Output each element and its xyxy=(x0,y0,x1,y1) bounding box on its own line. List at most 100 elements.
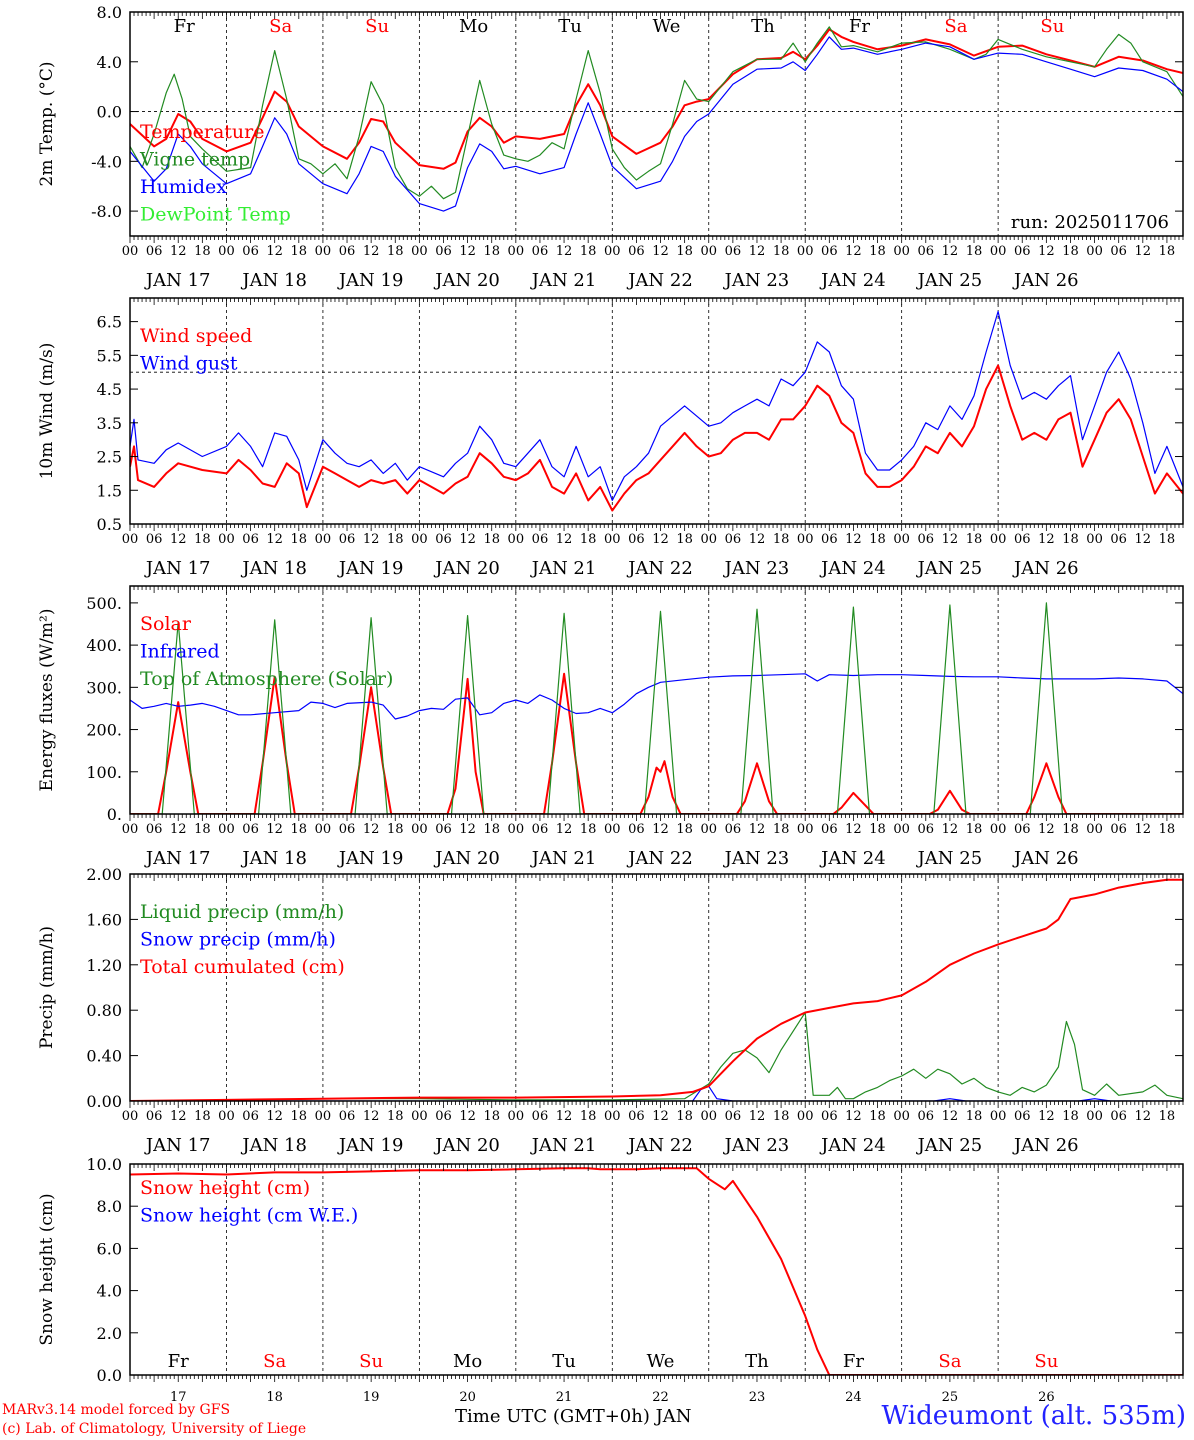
hour-tick-label: 18 xyxy=(1062,532,1079,547)
hour-tick-label: 12 xyxy=(556,822,573,837)
hour-tick-label: 06 xyxy=(1110,244,1127,259)
date-label: JAN 17 xyxy=(144,558,211,579)
hour-tick-label: 00 xyxy=(797,244,814,259)
hour-tick-label: 12 xyxy=(363,822,380,837)
day-number-label: 25 xyxy=(942,1390,959,1405)
hour-tick-label: 18 xyxy=(483,244,500,259)
weekday-label: Fr xyxy=(843,1351,864,1372)
hour-tick-label: 00 xyxy=(990,1109,1007,1124)
legend-entry: Wind gust xyxy=(140,353,238,375)
date-label: JAN 20 xyxy=(433,1135,500,1156)
hour-tick-label: 06 xyxy=(821,244,838,259)
hour-tick-label: 00 xyxy=(990,244,1007,259)
hour-tick-label: 00 xyxy=(893,532,910,547)
hour-tick-label: 00 xyxy=(218,822,235,837)
hour-tick-label: 18 xyxy=(676,822,693,837)
hour-tick-label: 06 xyxy=(146,532,163,547)
hour-tick-label: 18 xyxy=(1159,822,1176,837)
hour-tick-label: 00 xyxy=(122,532,139,547)
date-label: JAN 17 xyxy=(144,848,211,869)
weekday-label: Fr xyxy=(849,16,870,37)
y-tick-label: 5.5 xyxy=(97,346,122,365)
hour-tick-label: 00 xyxy=(990,822,1007,837)
hour-tick-label: 00 xyxy=(508,532,525,547)
date-label: JAN 22 xyxy=(626,270,693,291)
hour-tick-label: 12 xyxy=(942,1109,959,1124)
hour-tick-label: 12 xyxy=(363,532,380,547)
hour-tick-label: 00 xyxy=(990,532,1007,547)
y-tick-label: 300. xyxy=(86,678,122,697)
hour-tick-label: 12 xyxy=(170,532,187,547)
hour-tick-label: 12 xyxy=(459,822,476,837)
hour-tick-label: 12 xyxy=(845,822,862,837)
y-tick-label: 6.5 xyxy=(97,313,122,332)
date-label: JAN 17 xyxy=(144,1135,211,1156)
hour-tick-label: 18 xyxy=(194,822,211,837)
hour-tick-label: 06 xyxy=(821,822,838,837)
date-label: JAN 22 xyxy=(626,558,693,579)
hour-tick-label: 00 xyxy=(315,532,332,547)
day-number-label: 19 xyxy=(363,1390,380,1405)
y-axis-title: 2m Temp. (°C) xyxy=(37,61,57,186)
y-tick-label: 200. xyxy=(86,721,122,740)
legend-entry: Wind speed xyxy=(140,325,252,347)
hour-tick-label: 06 xyxy=(1110,532,1127,547)
hour-tick-label: 06 xyxy=(821,532,838,547)
hour-tick-label: 12 xyxy=(266,1109,283,1124)
hour-tick-label: 18 xyxy=(483,1109,500,1124)
hour-tick-label: 00 xyxy=(411,244,428,259)
date-label: JAN 25 xyxy=(916,558,983,579)
date-label: JAN 21 xyxy=(530,270,597,291)
hour-tick-label: 18 xyxy=(194,1109,211,1124)
hour-tick-label: 12 xyxy=(1135,532,1152,547)
hour-tick-label: 06 xyxy=(532,822,549,837)
legend-entry: Liquid precip (mm/h) xyxy=(140,901,344,923)
date-label: JAN 25 xyxy=(916,848,983,869)
date-label: JAN 23 xyxy=(723,558,790,579)
date-label: JAN 25 xyxy=(916,270,983,291)
hour-tick-label: 18 xyxy=(1062,822,1079,837)
hour-tick-label: 18 xyxy=(1062,1109,1079,1124)
hour-tick-label: 06 xyxy=(242,822,259,837)
y-tick-label: 2.5 xyxy=(97,448,122,467)
series-group xyxy=(130,878,1183,1101)
hour-tick-label: 12 xyxy=(266,822,283,837)
hour-tick-label: 18 xyxy=(387,244,404,259)
hour-tick-label: 06 xyxy=(1014,532,1031,547)
panel-2: 00 06 12 18 00 06 12 18 00 06 12 18 00 06 12 18 00 06 12 18… xyxy=(37,297,1184,579)
hour-tick-label: 00 xyxy=(797,532,814,547)
hour-tick-label: 00 xyxy=(700,822,717,837)
legend-entry: Snow height (cm W.E.) xyxy=(140,1205,358,1227)
lab-credit-line: (c) Lab. of Climatology, University of L… xyxy=(2,1421,307,1437)
hour-tick-label: 18 xyxy=(1159,532,1176,547)
date-label: JAN 19 xyxy=(337,558,404,579)
hour-tick-label: 12 xyxy=(1038,822,1055,837)
date-label: JAN 24 xyxy=(819,1135,886,1156)
hour-tick-label: 00 xyxy=(700,1109,717,1124)
hour-tick-label: 06 xyxy=(725,1109,742,1124)
hour-tick-label: 12 xyxy=(1135,1109,1152,1124)
panel-3: 00 06 12 18 00 06 12 18 00 06 12 18 00 06 12 18 00 06 12 18… xyxy=(37,585,1184,869)
hour-tick-label: 18 xyxy=(387,532,404,547)
series-group xyxy=(130,602,1183,814)
date-label: JAN 22 xyxy=(626,848,693,869)
date-label: JAN 23 xyxy=(723,270,790,291)
day-number-label: 26 xyxy=(1038,1390,1055,1405)
date-label: JAN 19 xyxy=(337,848,404,869)
weekday-label: Tu xyxy=(552,1351,576,1372)
hour-tick-label: 18 xyxy=(1062,244,1079,259)
hour-tick-label: 00 xyxy=(122,244,139,259)
hour-tick-label: 00 xyxy=(604,822,621,837)
hour-tick-label: 18 xyxy=(966,244,983,259)
hour-tick-label: 00 xyxy=(411,1109,428,1124)
day-number-label: 20 xyxy=(459,1390,476,1405)
legend-entry: Total cumulated (cm) xyxy=(140,956,345,978)
hour-tick-label: 18 xyxy=(483,822,500,837)
hour-tick-label: 12 xyxy=(652,1109,669,1124)
hour-tick-label: 00 xyxy=(700,244,717,259)
hour-tick-label: 12 xyxy=(556,244,573,259)
hour-tick-label: 12 xyxy=(170,1109,187,1124)
y-axis-title: Snow height (cm) xyxy=(37,1193,57,1345)
y-tick-label: 1.20 xyxy=(86,956,122,975)
date-label: JAN 20 xyxy=(433,270,500,291)
